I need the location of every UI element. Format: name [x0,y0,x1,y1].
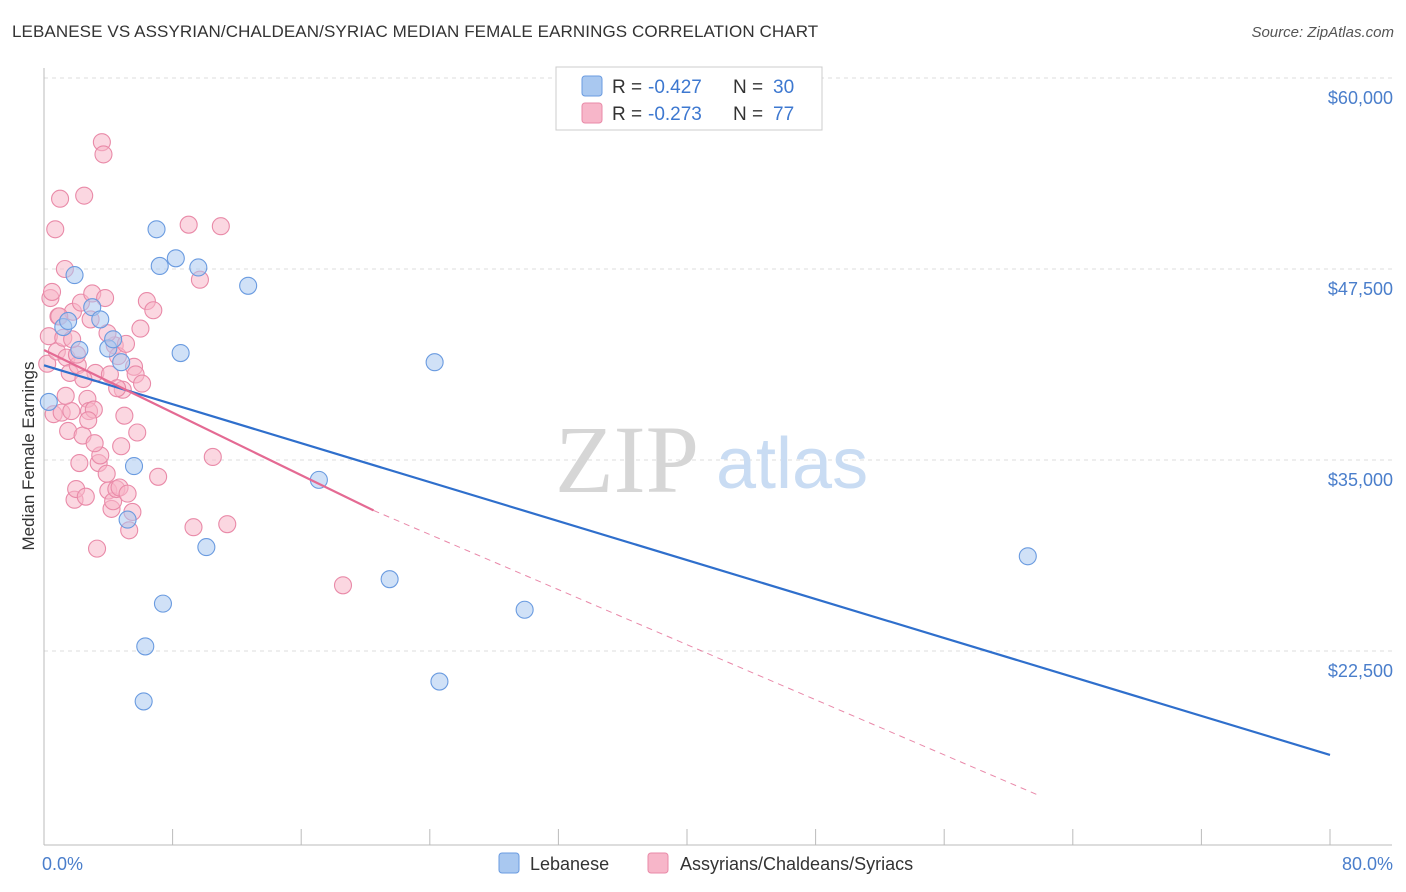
assyrians-point-56 [131,319,150,338]
assyrians-point-35 [94,145,113,164]
series-assyrians-points [38,133,353,595]
legend-r-value-2: -0.273 [648,104,702,125]
assyrians-point-60 [149,467,168,486]
assyrians-point-65 [211,217,230,236]
assyrians-point-50 [118,484,137,503]
assyrians-point-75 [79,411,98,430]
source-credit: Source: ZipAtlas.com [1251,24,1394,41]
assyrians-trend-extension [373,509,1041,797]
assyrians-point-67 [333,576,353,595]
assyrians-point-64 [203,447,222,466]
legend-n-value-2: 77 [773,104,794,125]
assyrians-point-61 [179,215,198,234]
lebanese-point-25 [430,672,449,691]
legend-r-label-1: R = [612,77,642,98]
legend-r-label-2: R = [612,104,642,125]
legend-n-value-1: 30 [773,77,794,98]
lebanese-point-16 [150,256,169,275]
assyrians-point-69 [56,386,75,405]
lebanese-trend-line [43,364,1331,756]
assyrians-point-72 [85,434,104,453]
legend-n-label-1: N = [733,77,763,98]
watermark-zip: ZIP [555,406,699,513]
assyrians-point-23 [75,186,94,205]
lebanese-point-11 [124,457,144,476]
series-lebanese-points [39,220,1037,711]
watermark: ZIP atlas [555,406,868,513]
legend-swatch-lebanese [581,75,603,97]
lebanese-point-24 [425,353,444,372]
assyrians-point-37 [97,464,116,483]
assyrians-trend-line [43,348,375,512]
assyrians-point-48 [115,406,134,425]
lebanese-point-17 [166,249,185,268]
assyrians-point-62 [184,518,203,537]
y-tick-label-47500: $47,500 [1328,279,1393,299]
lebanese-point-23 [380,570,399,589]
lebanese-point-4 [70,340,89,360]
assyrians-point-3 [42,282,62,301]
y-tick-label-22500: $22,500 [1328,661,1393,681]
lebanese-point-2 [59,311,78,331]
assyrians-point-24 [76,487,95,506]
assyrians-point-55 [128,423,147,442]
lebanese-point-0 [39,392,58,411]
assyrians-point-66 [218,515,237,534]
lebanese-point-9 [112,353,131,372]
axes [43,68,1392,846]
assyrians-point-20 [70,454,89,473]
series-legend: Lebanese Assyrians/Chaldeans/Syriacs [498,852,913,874]
y-tick-labels: $60,000 $47,500 $35,000 $22,500 [1328,88,1393,681]
trend-lines [43,348,1331,797]
lebanese-point-18 [171,343,190,363]
x-ticks [43,829,1331,845]
lebanese-point-6 [91,310,110,329]
bottom-legend-swatch-assyrians [647,852,669,874]
assyrians-point-59 [144,301,163,320]
assyrians-point-5 [46,220,65,239]
assyrians-point-57 [133,374,152,393]
lebanese-point-19 [189,258,208,277]
lebanese-point-10 [118,510,137,529]
lebanese-point-13 [134,692,153,711]
assyrians-point-36 [96,288,115,308]
y-tick-label-35000: $35,000 [1328,470,1393,490]
x-tick-label-min: 0.0% [42,854,83,874]
lebanese-point-14 [153,594,173,613]
lebanese-point-15 [147,220,166,239]
legend-swatch-assyrians [581,102,603,124]
gridlines [44,77,1392,652]
lebanese-point-27 [1018,547,1037,566]
lebanese-point-21 [239,276,258,295]
y-tick-label-60000: $60,000 [1328,88,1393,108]
assyrians-point-31 [87,539,107,558]
lebanese-point-3 [65,266,84,285]
watermark-atlas: atlas [716,424,868,504]
legend-r-value-1: -0.427 [648,77,702,98]
legend-n-label-2: N = [733,104,763,125]
bottom-legend-label-lebanese: Lebanese [530,854,609,874]
lebanese-point-20 [197,538,216,557]
bottom-legend-swatch-lebanese [498,852,520,874]
lebanese-point-12 [136,637,155,656]
x-tick-label-max: 80.0% [1342,854,1393,874]
y-axis-title: Median Female Earnings [19,362,38,551]
bottom-legend-label-assyrians: Assyrians/Chaldeans/Syriacs [680,854,913,874]
lebanese-point-26 [515,600,534,619]
correlation-legend: R = -0.427 N = 30 R = -0.273 N = 77 [555,66,823,131]
assyrians-point-15 [62,402,81,421]
lebanese-point-8 [104,330,123,349]
assyrians-point-8 [51,189,70,208]
assyrians-point-46 [112,437,131,456]
chart-title: LEBANESE VS ASSYRIAN/CHALDEAN/SYRIAC MED… [12,22,819,41]
